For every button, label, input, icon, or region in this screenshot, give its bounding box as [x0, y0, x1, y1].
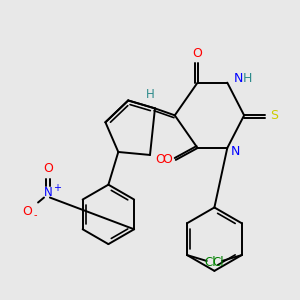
Text: O: O	[43, 162, 53, 175]
Text: O: O	[22, 205, 32, 218]
Text: O: O	[193, 47, 202, 60]
Text: N: N	[44, 186, 52, 199]
Text: N: N	[230, 146, 240, 158]
Text: O: O	[155, 153, 165, 167]
Text: Cl: Cl	[204, 256, 216, 269]
Text: S: S	[270, 109, 278, 122]
Text: +: +	[53, 183, 61, 193]
Text: Cl: Cl	[213, 256, 224, 269]
Text: -: -	[33, 210, 37, 220]
Text: N: N	[233, 72, 243, 85]
Text: O: O	[162, 153, 172, 167]
Text: H: H	[146, 88, 154, 101]
Text: H: H	[242, 72, 252, 85]
